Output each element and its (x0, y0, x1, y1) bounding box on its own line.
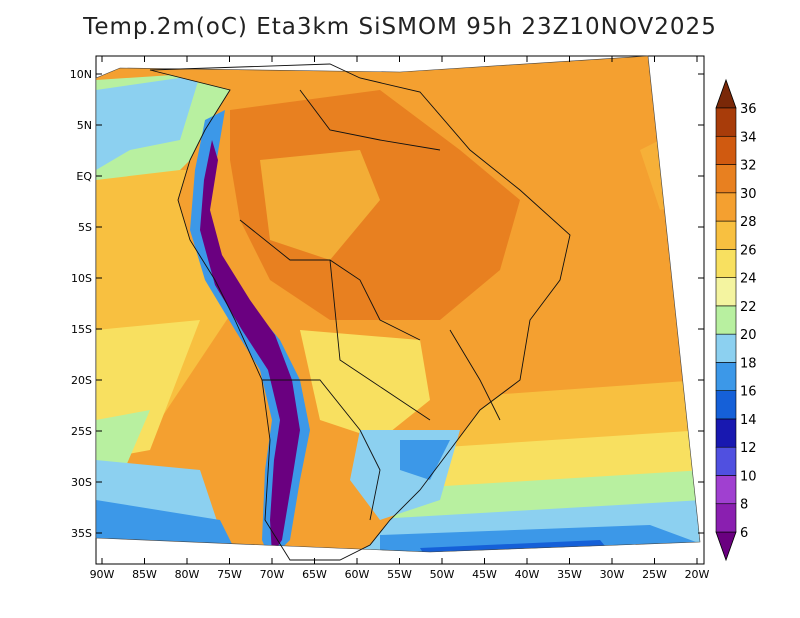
colorbar-label: 12 (740, 441, 757, 456)
lat-label: 5N (77, 119, 92, 132)
atlantic-deep-cold (420, 540, 620, 552)
colorbar-label: 16 (740, 385, 757, 400)
domain-outline (95, 55, 701, 553)
colorbar-min-arrow (715, 531, 737, 562)
lat-label: 15S (71, 323, 92, 336)
colorbar-label: 36 (740, 102, 757, 117)
lon-label: 25W (642, 568, 667, 581)
colorbar-max-arrow (715, 78, 737, 109)
lat-label: EQ (76, 170, 92, 183)
colorbar-label: 8 (740, 498, 748, 513)
colorbar-label: 28 (740, 215, 757, 230)
colorbar-segment (715, 390, 737, 420)
south-brazil-cold-area (400, 440, 450, 480)
colorbar-segment (715, 446, 737, 476)
lon-label: 85W (132, 568, 157, 581)
colorbar-label: 34 (740, 130, 757, 145)
lon-label: 50W (430, 568, 455, 581)
colorbar-label: 32 (740, 159, 757, 174)
lon-label: 70W (260, 568, 285, 581)
lon-label: 75W (217, 568, 242, 581)
colorbar-label: 22 (740, 300, 757, 315)
longitude-axis: 90W 85W 80W 75W 70W 65W 60W 55W 50W 45W 40W 35W 30W 2… (90, 56, 710, 581)
colorbar-segment (715, 249, 737, 278)
lat-label: 10N (70, 68, 92, 81)
amazon-mottled-area (260, 150, 380, 260)
lon-label: 40W (515, 568, 540, 581)
lon-label: 45W (472, 568, 497, 581)
colorbar-label: 18 (740, 356, 757, 371)
colorbar-label: 14 (740, 413, 757, 428)
colorbar-segment (715, 305, 737, 335)
colorbar-label: 10 (740, 469, 757, 484)
lat-label: 5S (78, 221, 92, 234)
colorbar-segment (715, 503, 737, 533)
lon-label: 65W (302, 568, 327, 581)
lon-label: 60W (345, 568, 370, 581)
colorbar-segment (715, 192, 737, 222)
lon-label: 30W (600, 568, 625, 581)
colorbar-segment (715, 475, 737, 505)
colorbar-segment (715, 362, 737, 391)
lat-label: 30S (71, 476, 92, 489)
lon-label: 90W (90, 568, 115, 581)
colorbar-segment (715, 107, 737, 137)
lat-label: 35S (71, 527, 92, 540)
lon-label: 80W (175, 568, 200, 581)
lon-label: 35W (557, 568, 582, 581)
country-borders (149, 63, 571, 561)
lon-label: 20W (685, 568, 710, 581)
pampa-cool-area (300, 330, 430, 440)
colorbar-label: 6 (740, 526, 748, 541)
lon-label: 55W (387, 568, 412, 581)
lat-label: 10S (71, 272, 92, 285)
colorbar-label: 30 (740, 187, 757, 202)
colorbar-segment (715, 220, 737, 250)
colorbar-segment (715, 164, 737, 194)
map-title: Temp.2m(oC) Eta3km SiSMOM 95h 23Z10NOV20… (83, 14, 717, 40)
colorbar-label: 20 (740, 328, 757, 343)
colorbar: 6 8 10 12 14 16 18 20 22 24 26 28 30 32 34 36 (715, 78, 757, 562)
colorbar-segment (715, 418, 737, 448)
colorbar-label: 26 (740, 243, 757, 258)
colorbar-label: 24 (740, 272, 757, 287)
temperature-field (96, 56, 700, 552)
colorbar-segment (715, 277, 737, 307)
colorbar-segment (715, 333, 737, 363)
latitude-axis: 10N 5N EQ 5S 10S 15S 20S 25S 30S 35S (70, 68, 704, 540)
pacific-north-colder (96, 75, 200, 170)
lat-label: 25S (71, 425, 92, 438)
lat-label: 20S (71, 374, 92, 387)
colorbar-segment (715, 135, 737, 165)
andes-high-peaks (200, 140, 300, 552)
